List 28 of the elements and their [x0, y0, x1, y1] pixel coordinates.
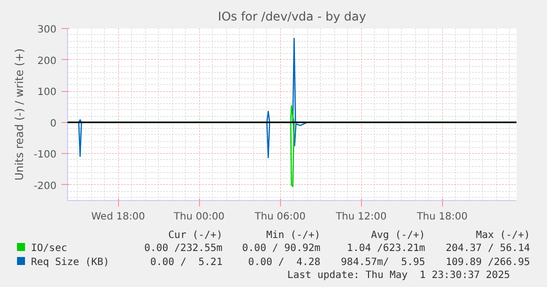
text: Min (-/+) [265, 230, 320, 242]
x-tick-label: Thu 12:00 [334, 212, 387, 222]
legend-label: IO/sec [30, 242, 68, 256]
text: 109.89 /266.95 [444, 256, 530, 270]
x-tick-label: Thu 18:00 [416, 212, 468, 222]
legend-label: Req Size (KB) [30, 256, 110, 270]
text: 0.00 /232.55m [143, 242, 222, 256]
text: Cur (-/+) [167, 230, 222, 242]
y-tick-label: 0 [50, 118, 57, 130]
text: 204.37 / 56.14 [444, 242, 530, 256]
x-tick-label: Thu 06:00 [254, 212, 306, 222]
y-axis-title: Units read (-) / write (+) [12, 48, 26, 181]
text: 0.00 / 4.28 [247, 256, 320, 270]
y-tick-label: -200 [34, 180, 57, 192]
text: 0.00 / 90.92m [241, 242, 320, 256]
y-tick-label: 200 [37, 56, 57, 67]
x-tick-label: Wed 18:00 [91, 212, 146, 222]
text: Last update: Thu May 1 23:30:37 2025 [286, 270, 511, 282]
text: 1.04 /623.21m [346, 242, 426, 256]
x-tick-label: Thu 00:00 [172, 212, 225, 222]
text: Max (-/+) [474, 230, 530, 242]
y-tick-label: 300 [37, 24, 57, 36]
text: 0.00 / 5.21 [149, 256, 222, 270]
y-tick-label: 100 [37, 87, 57, 98]
y-tick-label: -100 [34, 150, 57, 161]
text: Avg (-/+) [370, 230, 426, 242]
chart-title: IOs for /dev/vda - by day [218, 10, 366, 24]
text: 984.57m/ 5.95 [340, 256, 426, 270]
